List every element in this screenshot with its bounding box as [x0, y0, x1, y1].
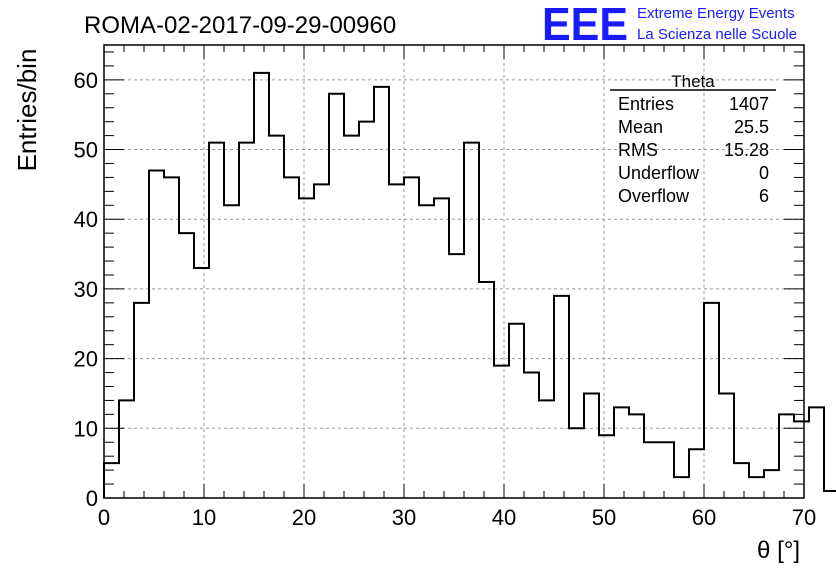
run-title: ROMA-02-2017-09-29-00960 [84, 12, 396, 39]
histogram-bin [599, 435, 614, 498]
x-tick-label: 50 [592, 505, 616, 530]
histogram-bin [269, 136, 284, 498]
x-tick-label: 20 [292, 505, 316, 530]
histogram-bin [299, 198, 314, 498]
histogram-bin [734, 463, 749, 498]
histogram-bin [644, 442, 659, 498]
histogram-bin [494, 366, 509, 498]
x-tick-label: 60 [692, 505, 716, 530]
stats-value-entries: 1407 [729, 94, 769, 114]
histogram-bins [104, 73, 836, 498]
histogram-bin [344, 136, 359, 498]
histogram-bin [209, 143, 224, 498]
histogram-bin [764, 470, 779, 498]
y-tick-label: 30 [74, 277, 98, 302]
histogram-bin [359, 122, 374, 498]
grid-lines [104, 45, 804, 498]
stats-title: Theta [671, 72, 715, 91]
x-axis-label: θ [°] [757, 537, 800, 564]
project-subtitle: La Scienza nelle Scuole [637, 26, 797, 43]
histogram-bin [809, 407, 824, 498]
stats-value-mean: 25.5 [734, 117, 769, 137]
stats-label-underflow: Underflow [618, 163, 700, 183]
x-tick-label: 10 [192, 505, 216, 530]
histogram-bin [149, 170, 164, 498]
y-tick-label: 60 [74, 68, 98, 93]
histogram-bin [659, 442, 674, 498]
histogram-bin [254, 73, 269, 498]
histogram-bin [224, 205, 239, 498]
x-tick-label: 70 [792, 505, 816, 530]
stats-value-rms: 15.28 [724, 140, 769, 160]
histogram-bin [719, 393, 734, 498]
histogram-bin [119, 400, 134, 498]
stats-box: Theta Entries 1407 Mean 25.5 RMS 15.28 U… [610, 72, 776, 206]
histogram-bin [464, 143, 479, 498]
stats-value-underflow: 0 [759, 163, 769, 183]
y-tick-label: 10 [74, 416, 98, 441]
histogram-bin [539, 400, 554, 498]
histogram-bin [239, 143, 254, 498]
axis-ticks [103, 45, 805, 499]
histogram-bin [779, 414, 794, 498]
histogram-outline [103, 71, 836, 498]
histogram-bin [329, 94, 344, 498]
histogram-bin [524, 373, 539, 498]
y-tick-label: 20 [74, 347, 98, 372]
histogram-bin [509, 324, 524, 498]
histogram-bin [674, 477, 689, 498]
histogram-bin [404, 177, 419, 498]
histogram-bin [314, 184, 329, 498]
histogram-bin [479, 282, 494, 498]
plot-frame [103, 44, 805, 499]
histogram-bin [104, 463, 119, 498]
histogram-bin [614, 407, 629, 498]
stats-value-overflow: 6 [759, 186, 769, 206]
x-tick-label: 40 [492, 505, 516, 530]
histogram-bin [179, 233, 194, 498]
stats-label-mean: Mean [618, 117, 663, 137]
histogram-bin [794, 421, 809, 498]
histogram-bin [749, 477, 764, 498]
histogram-bin [389, 184, 404, 498]
histogram-bin [569, 428, 584, 498]
eee-logo: EEE [542, 0, 628, 50]
histogram-bin [134, 303, 149, 498]
histogram-bin [434, 198, 449, 498]
histogram-bin [689, 449, 704, 498]
histogram-bin [419, 205, 434, 498]
y-tick-label: 50 [74, 138, 98, 163]
stats-label-entries: Entries [618, 94, 674, 114]
y-axis-label: Entries/bin [12, 49, 42, 172]
histogram-bin [449, 254, 464, 498]
stats-label-overflow: Overflow [618, 186, 690, 206]
histogram-bin [554, 296, 569, 498]
histogram-bin [194, 268, 209, 498]
x-tick-label: 30 [392, 505, 416, 530]
x-tick-label: 0 [98, 505, 110, 530]
histogram-bin [284, 177, 299, 498]
stats-label-rms: RMS [618, 140, 658, 160]
y-tick-label: 40 [74, 207, 98, 232]
histogram-bin [824, 491, 836, 498]
y-tick-label: 0 [86, 486, 98, 511]
histogram-bin [704, 303, 719, 498]
histogram-bin [164, 177, 179, 498]
histogram-bin [374, 87, 389, 498]
project-name: Extreme Energy Events [637, 5, 795, 22]
histogram-bin [629, 414, 644, 498]
histogram-bin [584, 393, 599, 498]
